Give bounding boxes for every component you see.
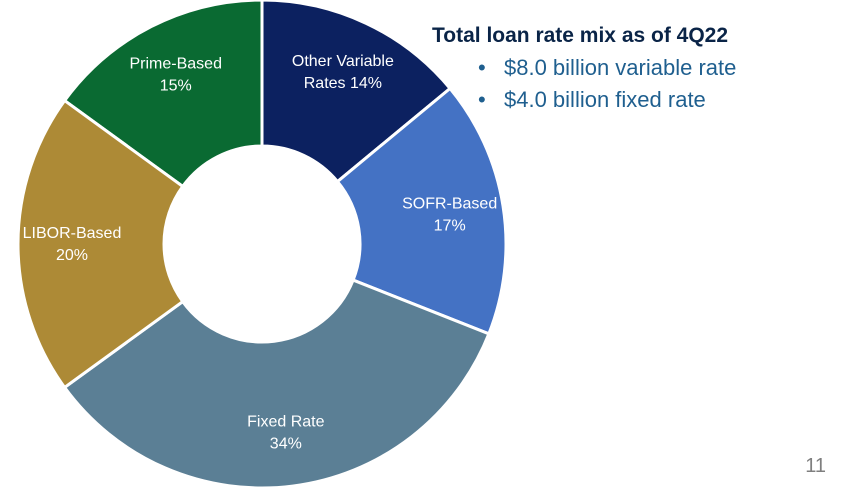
slice-label-libor-based: LIBOR-Based 20% [23,225,122,264]
slice-label-line: LIBOR-Based [23,225,122,242]
slice-label-line: Fixed Rate [247,414,324,431]
donut-slices [16,0,508,490]
slice-label-line: 15% [160,78,192,95]
slice-prime-based [62,0,264,189]
slice-other-variable [260,0,453,184]
slice-libor-based [16,98,185,390]
slice-label-line: 34% [270,436,302,453]
summary-list: • $8.0 billion variable rate • $4.0 bill… [432,52,736,116]
slice-label-line: Rates 14% [304,75,382,92]
slice-label-line: SOFR-Based [402,195,497,212]
slice-label-sofr-based: SOFR-Based 17% [402,195,497,234]
donut-labels: Prime-Based 15% Other Variable Rates 14% SOF… [23,53,498,452]
summary-title: Total loan rate mix as of 4Q22 [432,24,729,47]
summary-item-variable: • $8.0 billion variable rate [478,52,736,84]
slice-label-line: Other Variable [292,53,394,70]
slice-label-line: 20% [56,247,88,264]
slice-label-prime-based: Prime-Based 15% [129,56,221,95]
summary-item-label: $8.0 billion variable rate [504,55,737,80]
slice-sofr-based [335,86,508,336]
slice-label-line: 17% [434,217,466,234]
slice-fixed-rate [62,278,491,490]
slice-label-line: Prime-Based [129,56,221,73]
rate-mix-summary: Total loan rate mix as of 4Q22 • $8.0 bi… [432,24,736,116]
summary-item-label: $4.0 billion fixed rate [504,87,706,112]
page-number: 11 [805,455,826,477]
bullet-icon: • [478,87,486,112]
summary-item-fixed: • $4.0 billion fixed rate [478,84,736,116]
slice-label-fixed-rate: Fixed Rate 34% [247,414,324,453]
bullet-icon: • [478,55,486,80]
slice-label-other-variable: Other Variable Rates 14% [292,53,394,92]
